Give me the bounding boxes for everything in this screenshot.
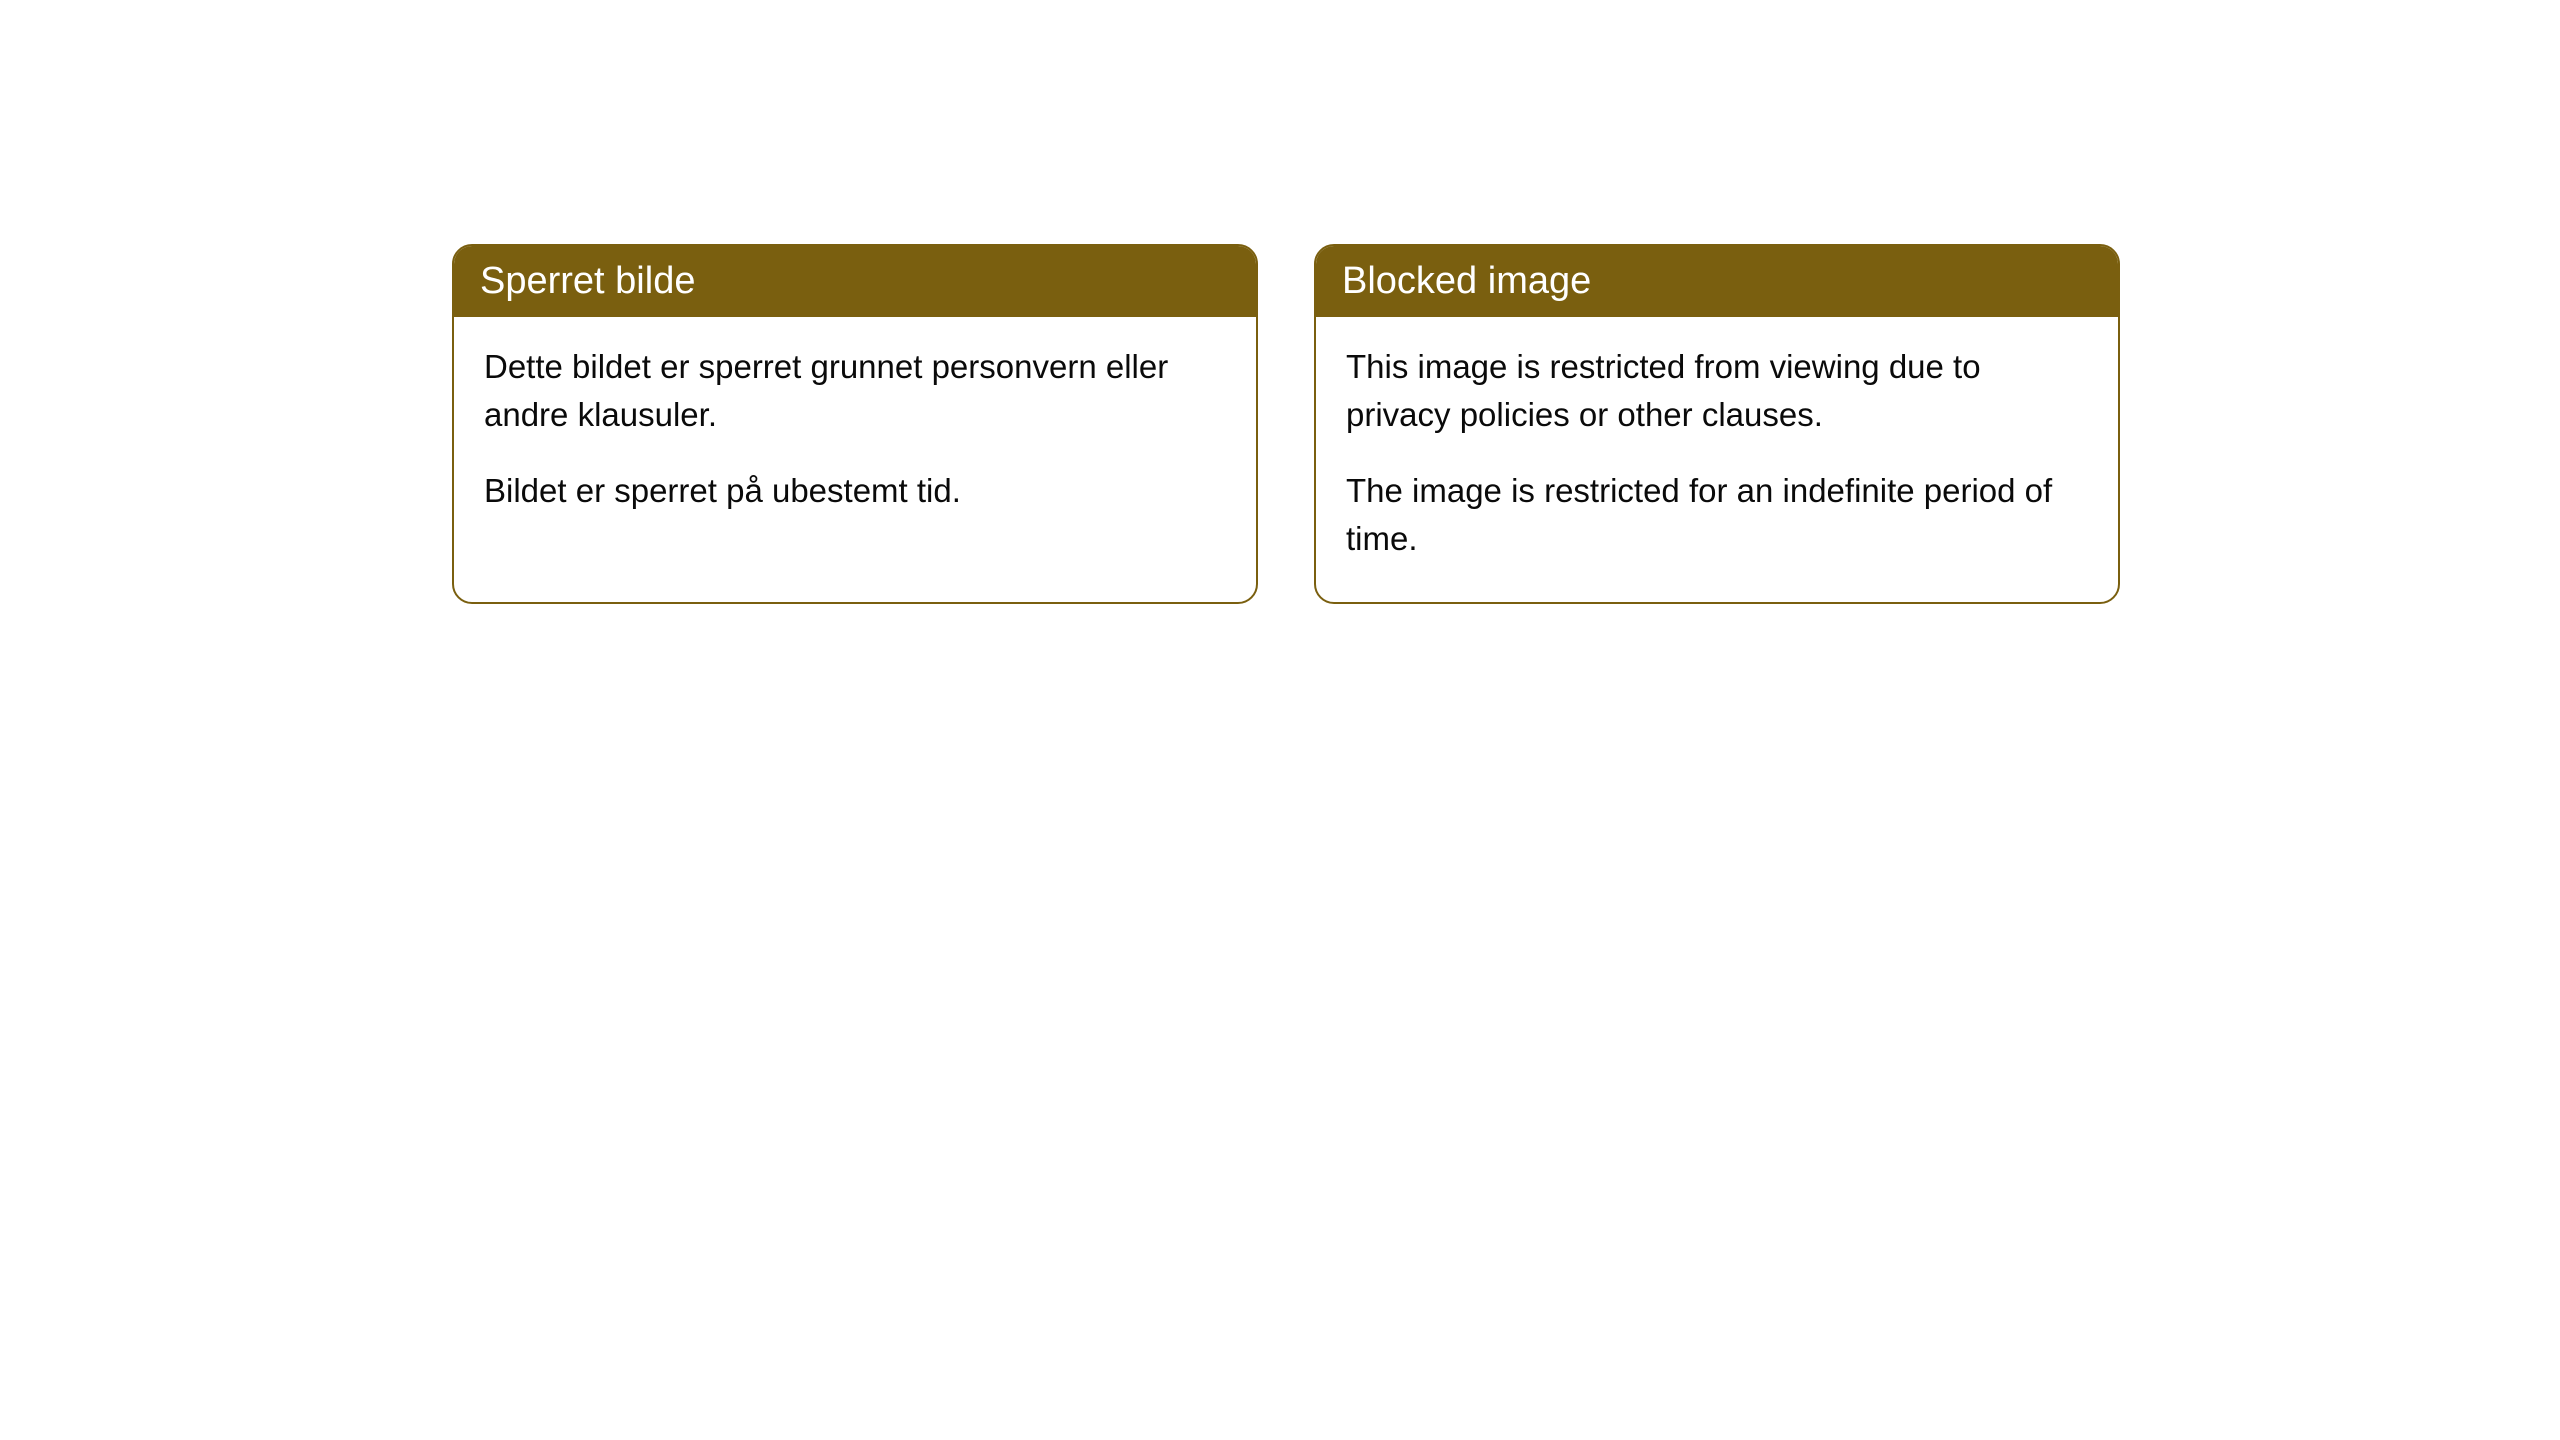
card-body: Dette bildet er sperret grunnet personve… bbox=[454, 317, 1256, 555]
card-title: Blocked image bbox=[1342, 260, 1591, 302]
info-card-norwegian: Sperret bilde Dette bildet er sperret gr… bbox=[452, 244, 1258, 604]
card-title: Sperret bilde bbox=[480, 260, 695, 302]
card-header: Sperret bilde bbox=[454, 246, 1256, 317]
card-body: This image is restricted from viewing du… bbox=[1316, 317, 2118, 602]
card-paragraph-2: Bildet er sperret på ubestemt tid. bbox=[484, 467, 1226, 515]
card-paragraph-1: This image is restricted from viewing du… bbox=[1346, 343, 2088, 439]
info-card-english: Blocked image This image is restricted f… bbox=[1314, 244, 2120, 604]
card-paragraph-2: The image is restricted for an indefinit… bbox=[1346, 467, 2088, 563]
info-cards-container: Sperret bilde Dette bildet er sperret gr… bbox=[452, 244, 2120, 604]
card-header: Blocked image bbox=[1316, 246, 2118, 317]
card-paragraph-1: Dette bildet er sperret grunnet personve… bbox=[484, 343, 1226, 439]
